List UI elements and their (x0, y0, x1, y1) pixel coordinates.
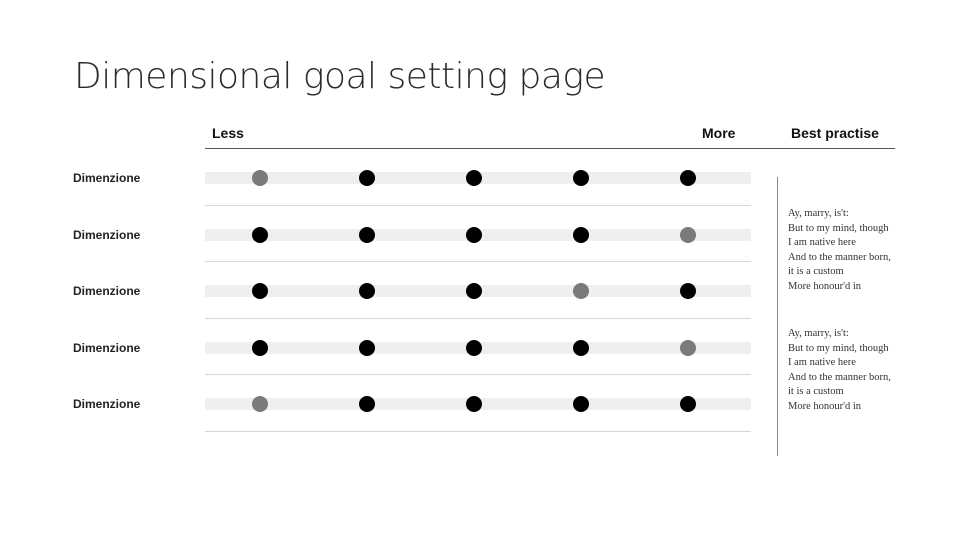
best-practise-line: it is a custom (788, 386, 844, 397)
row-divider (205, 261, 751, 262)
header-divider (205, 148, 895, 149)
best-practise-line: Ay, marry, is't: (788, 328, 849, 339)
best-practise-line: But to my mind, though (788, 342, 889, 354)
dimension-row: Dimenzione (0, 169, 960, 189)
dimension-row: Dimenzione (0, 339, 960, 359)
dimension-row: Dimenzione (0, 226, 960, 246)
rating-dot[interactable] (573, 226, 589, 243)
best-practise-line: And to the manner born, (788, 371, 891, 383)
rating-dot[interactable] (359, 396, 375, 412)
row-divider (205, 430, 751, 432)
best-practise-line: More honour'd in (788, 280, 862, 292)
row-divider (205, 317, 751, 319)
dimension-label: Dimenzione (73, 284, 141, 298)
rating-dot-selected[interactable] (252, 170, 268, 186)
rating-dot[interactable] (573, 170, 589, 186)
rating-dot[interactable] (359, 170, 375, 186)
best-practise-line: Ay, marry, is't: (788, 208, 849, 219)
rating-dot[interactable] (680, 283, 696, 299)
best-practise-line: I am native here (788, 237, 856, 248)
header-less-label: Less (212, 125, 244, 141)
rating-dot[interactable] (252, 226, 268, 243)
best-practise-text-1: Ay, marry, is't: But to my mind, though … (788, 207, 891, 294)
best-practise-line: I am native here (788, 357, 856, 368)
rating-dot[interactable] (466, 226, 482, 243)
rating-dot[interactable] (252, 339, 268, 356)
rating-dot-selected[interactable] (680, 226, 696, 243)
best-practise-divider (777, 177, 778, 456)
rating-dot-selected[interactable] (680, 339, 696, 356)
rating-dot-selected[interactable] (252, 396, 268, 412)
rating-dot[interactable] (252, 283, 268, 299)
rating-dot[interactable] (359, 339, 375, 356)
row-divider (205, 204, 751, 206)
rating-dot[interactable] (359, 226, 375, 243)
dimension-label: Dimenzione (73, 340, 141, 355)
header-more-label: More (702, 125, 736, 141)
header-best-practise-label: Best practise (791, 125, 879, 141)
rating-dot[interactable] (466, 170, 482, 186)
dimension-row: Dimenzione (0, 282, 960, 302)
rating-dot-selected[interactable] (573, 283, 589, 299)
best-practise-line: But to my mind, though (788, 222, 889, 234)
dimension-row: Dimenzione (0, 395, 960, 415)
rating-dot[interactable] (466, 339, 482, 356)
dimension-label: Dimenzione (73, 227, 141, 242)
best-practise-line: it is a custom (788, 266, 844, 277)
rating-dot[interactable] (573, 396, 589, 412)
rating-dot[interactable] (680, 170, 696, 186)
dimension-label: Dimenzione (73, 171, 141, 185)
row-divider (205, 374, 751, 375)
best-practise-line: And to the manner born, (788, 251, 891, 263)
rating-dot[interactable] (466, 396, 482, 412)
rating-dot[interactable] (573, 339, 589, 356)
page-title: Dimensional goal setting page (74, 56, 606, 97)
rating-dot[interactable] (359, 283, 375, 299)
best-practise-text-2: Ay, marry, is't: But to my mind, though … (788, 327, 891, 414)
rating-dot[interactable] (680, 396, 696, 412)
dimension-label: Dimenzione (73, 397, 141, 411)
rating-dot[interactable] (466, 283, 482, 299)
best-practise-line: More honour'd in (788, 400, 862, 412)
